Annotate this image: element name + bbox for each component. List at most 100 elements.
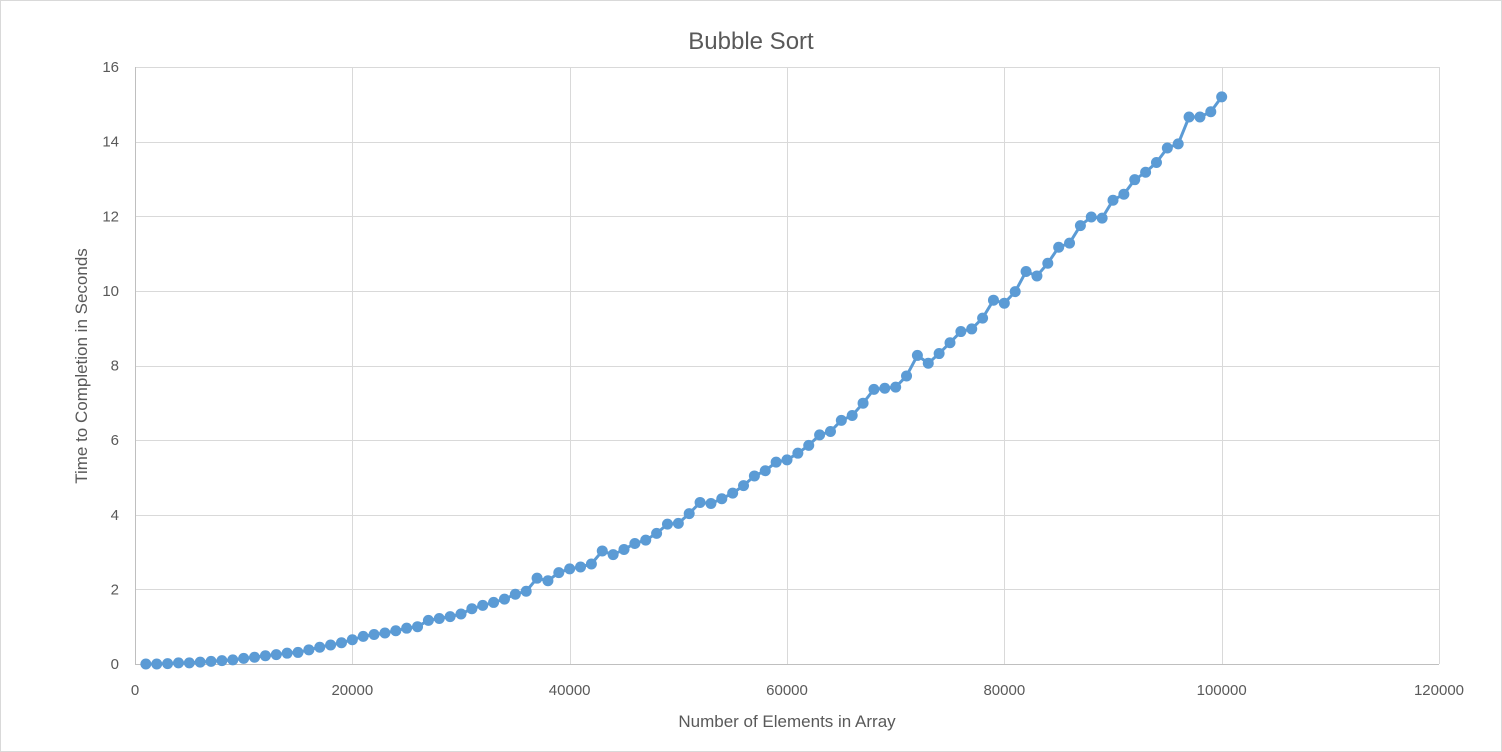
data-point [194, 656, 206, 668]
data-point [390, 625, 402, 637]
data-point [162, 658, 174, 670]
data-point [151, 658, 163, 670]
x-tick-label: 0 [131, 682, 139, 699]
data-point [270, 649, 282, 661]
data-point [933, 348, 945, 360]
x-tick-label: 80000 [983, 682, 1025, 699]
x-tick-label: 120000 [1414, 682, 1464, 699]
x-tick-label: 100000 [1197, 682, 1247, 699]
data-point [216, 655, 228, 667]
data-point [998, 297, 1010, 309]
data-point [879, 382, 891, 394]
data-point [1042, 257, 1054, 269]
data-point [1064, 237, 1076, 249]
axes [135, 67, 1439, 665]
data-point [542, 575, 554, 587]
data-point [640, 534, 652, 546]
data-point [335, 637, 347, 649]
data-point [455, 608, 467, 620]
data-point [596, 545, 608, 557]
data-point [1085, 211, 1097, 223]
data-point [292, 646, 304, 658]
data-point [705, 498, 717, 510]
data-point [346, 634, 358, 646]
y-tick-label: 14 [102, 134, 119, 151]
data-point [172, 657, 184, 669]
data-point [303, 644, 315, 656]
series-bubble-sort [140, 91, 1228, 670]
data-point [314, 641, 326, 653]
y-tick-label: 4 [111, 507, 119, 524]
data-point [249, 651, 261, 663]
data-point [618, 543, 630, 555]
data-point [672, 517, 684, 529]
data-point [553, 567, 565, 579]
data-point [1107, 194, 1119, 206]
data-point [466, 603, 478, 615]
data-point [520, 585, 532, 597]
data-point [803, 439, 815, 451]
data-point [629, 537, 641, 549]
data-point [368, 629, 380, 641]
data-point [238, 652, 250, 664]
data-point [1031, 270, 1043, 282]
data-point [140, 658, 152, 670]
y-axis-tick-labels: 0 2 4 6 8 10 12 14 16 [102, 59, 119, 673]
data-point [607, 549, 619, 561]
data-point [846, 410, 858, 421]
x-axis-label: Number of Elements in Array [678, 712, 896, 731]
data-point [1172, 138, 1184, 150]
data-point [357, 630, 369, 642]
data-point [1074, 220, 1086, 232]
y-tick-label: 6 [111, 432, 119, 449]
data-point [379, 627, 391, 639]
data-point [759, 465, 771, 477]
data-point [868, 383, 880, 395]
data-point [259, 650, 271, 662]
data-point [488, 596, 500, 608]
data-point [1216, 91, 1228, 103]
data-point [792, 447, 804, 459]
data-point [498, 593, 510, 605]
x-tick-label: 40000 [549, 682, 591, 699]
data-point [727, 487, 739, 499]
x-axis-tick-labels: 0 20000 40000 60000 80000 100000 120000 [131, 682, 1464, 699]
data-point [987, 294, 999, 306]
y-tick-label: 16 [102, 59, 119, 76]
data-point [944, 337, 956, 349]
data-point [477, 599, 489, 611]
data-point [966, 323, 978, 335]
data-point [857, 397, 869, 409]
data-point [325, 639, 337, 651]
data-point [1140, 166, 1152, 178]
data-point [412, 621, 424, 633]
data-point [738, 480, 750, 492]
data-point [651, 527, 663, 539]
data-point [683, 508, 695, 520]
data-point [585, 558, 597, 570]
gridlines [135, 67, 1440, 664]
chart-title: Bubble Sort [688, 28, 814, 55]
data-point [890, 381, 902, 393]
data-point [444, 611, 456, 623]
data-point [205, 655, 217, 667]
data-point [824, 426, 836, 438]
data-point [281, 647, 293, 659]
data-point [661, 518, 673, 530]
data-point [1183, 111, 1195, 123]
data-point [1118, 188, 1130, 200]
data-point [922, 357, 934, 369]
data-point [770, 456, 782, 468]
data-point [401, 622, 413, 634]
x-tick-label: 20000 [331, 682, 373, 699]
data-point [748, 470, 760, 482]
data-point [835, 414, 847, 426]
y-axis-label: Time to Completion in Seconds [72, 248, 91, 484]
data-point [564, 563, 576, 575]
data-point [1020, 265, 1032, 277]
data-point [422, 614, 434, 626]
series-line [145, 95, 1223, 666]
y-tick-label: 8 [111, 358, 119, 375]
data-point [183, 657, 195, 669]
